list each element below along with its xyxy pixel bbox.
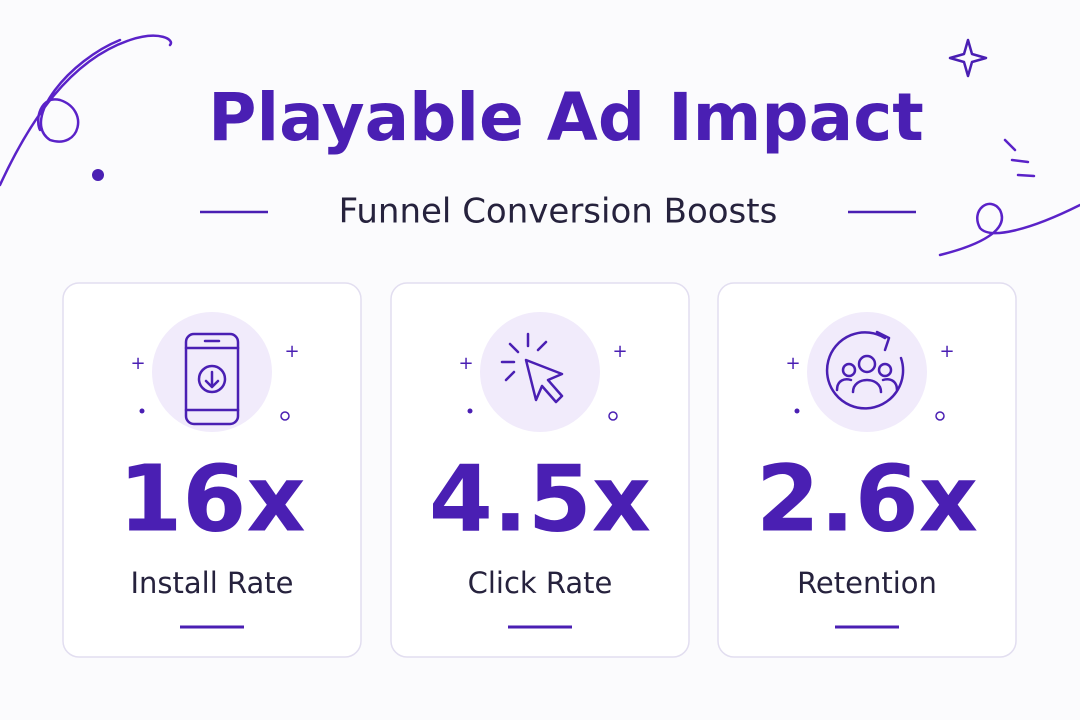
person [835,378,853,392]
stat-card: + +2.6x Retention [717,282,1017,658]
card-bg [390,282,690,658]
person [877,362,893,378]
cycle-head [875,330,891,352]
card-bg [62,282,362,658]
sparkle-plus: + [284,341,299,362]
sparkle-plus: + [612,341,627,362]
icon [184,332,240,426]
icon-bg [480,312,600,432]
phone [184,332,240,426]
title: Playable Ad Impact [208,79,924,156]
stat-card: + +16x Install Rate [62,282,362,658]
stat-value: 2.6x [756,445,978,552]
cursor-rays [500,332,548,382]
swirl-left [0,34,173,187]
subtitle: Funnel Conversion Boosts [339,192,778,232]
icon [500,332,564,404]
swirl-right [938,202,1080,257]
icon [825,330,905,410]
ring [608,411,618,421]
sparkle-plus: + [130,353,145,374]
person [857,354,877,374]
dot [467,408,473,414]
sparkle [948,38,988,78]
stat-label: Retention [797,566,937,600]
person [841,362,857,378]
stat-label: Install Rate [130,566,293,600]
sparkle-plus: + [939,341,954,362]
cursor [524,358,564,404]
ring [280,411,290,421]
download-circle [197,364,227,394]
rays [1003,138,1036,178]
stat-value: 16x [118,445,305,552]
person [881,378,899,392]
sparkle-plus: + [785,353,800,374]
stat-value: 4.5x [429,445,651,552]
dot [139,408,145,414]
dot [92,169,104,181]
stat-label: Click Rate [468,566,613,600]
person [851,378,883,394]
sparkle-plus: + [458,353,473,374]
dot [794,408,800,414]
download-arrow [204,370,220,389]
ring [935,411,945,421]
stat-card: + +4.5x Click Rate [390,282,690,658]
cards: + +16x Install Rate + +4.5x Click Rate + +2.6x R… [62,282,1017,658]
card-bg [717,282,1017,658]
